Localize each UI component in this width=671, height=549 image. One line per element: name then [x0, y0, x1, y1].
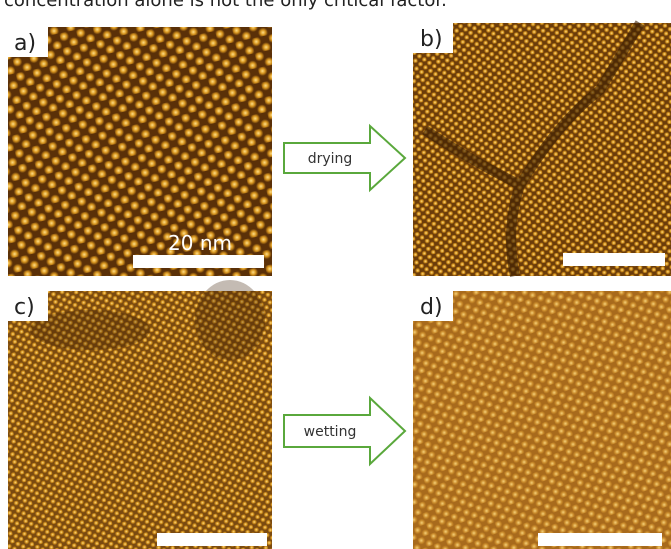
scale-bar	[157, 533, 267, 546]
dark-region	[195, 280, 265, 360]
arrow-label: drying	[308, 151, 353, 167]
figure: concentration alone is not the only crit…	[0, 0, 671, 549]
caption-fragment: concentration alone is not the only crit…	[4, 0, 447, 11]
scale-label: 20 nm	[168, 231, 232, 255]
panel-label: d)	[420, 295, 443, 320]
panel-label: a)	[14, 31, 36, 56]
arrow-label: wetting	[304, 424, 357, 440]
scale-bar	[538, 533, 662, 546]
scale-bar	[563, 253, 665, 266]
image-d	[413, 291, 671, 549]
panel-label: c)	[14, 295, 35, 320]
image-a	[8, 27, 272, 276]
figure-page: concentration alone is not the only crit…	[0, 0, 671, 549]
panel-label: b)	[420, 27, 443, 52]
scale-bar	[133, 255, 264, 268]
